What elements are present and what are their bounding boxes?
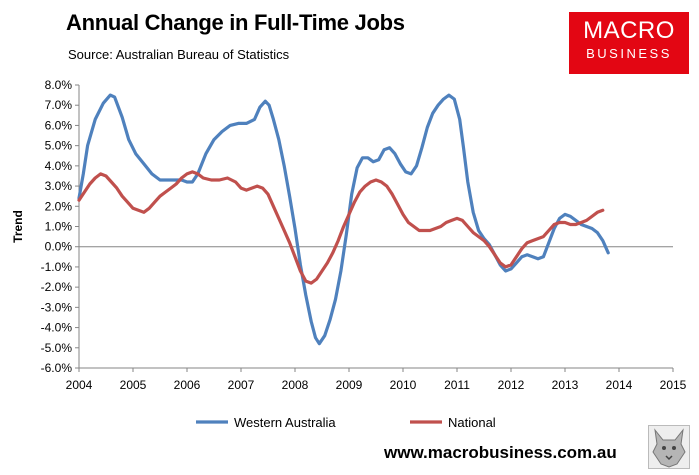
y-tick-label: 6.0% xyxy=(45,118,73,132)
wolf-icon xyxy=(648,425,690,469)
axes: 8.0% 7.0% 6.0% 5.0% 4.0% 3.0% 2.0% 1.0% 0.0% -1.0… xyxy=(11,78,687,392)
x-tick-label: 2015 xyxy=(660,378,687,392)
y-tick-label: -6.0% xyxy=(41,361,73,375)
y-tick-label: 8.0% xyxy=(45,78,73,92)
y-tick-label: 3.0% xyxy=(45,179,73,193)
x-tick-label: 2014 xyxy=(606,378,633,392)
y-tick-label: 4.0% xyxy=(45,159,73,173)
x-tick-label: 2006 xyxy=(174,378,201,392)
y-axis-title: Trend xyxy=(11,210,25,243)
y-tick-label: 2.0% xyxy=(45,199,73,213)
series-line-national xyxy=(77,170,605,285)
legend-label: Western Australia xyxy=(234,415,336,430)
logo-line1: MACRO xyxy=(583,17,675,44)
macrobusiness-logo: MACRO BUSINESS xyxy=(569,12,689,74)
y-tick-label: -5.0% xyxy=(41,341,73,355)
x-tick-label: 2010 xyxy=(390,378,417,392)
y-tick-label: -2.0% xyxy=(41,280,73,294)
x-tick-label: 2008 xyxy=(282,378,309,392)
y-tick-label: 1.0% xyxy=(45,220,73,234)
x-tick-label: 2005 xyxy=(120,378,147,392)
series-lines xyxy=(77,93,610,346)
x-tick-label: 2007 xyxy=(228,378,255,392)
y-tick-label: -4.0% xyxy=(41,321,73,335)
legend: Western Australia National xyxy=(196,415,496,430)
y-tick-label: -1.0% xyxy=(41,260,73,274)
series-line-western-australia xyxy=(77,93,610,346)
x-tick-label: 2013 xyxy=(552,378,579,392)
chart-title: Annual Change in Full-Time Jobs xyxy=(66,10,405,35)
chart-source: Source: Australian Bureau of Statistics xyxy=(68,47,290,62)
x-tick-label: 2012 xyxy=(498,378,525,392)
logo-line2: BUSINESS xyxy=(586,46,672,61)
x-tick-label: 2009 xyxy=(336,378,363,392)
y-tick-label: 7.0% xyxy=(45,98,73,112)
y-tick-label: 5.0% xyxy=(45,139,73,153)
legend-label: National xyxy=(448,415,496,430)
website-url: www.macrobusiness.com.au xyxy=(384,443,617,462)
y-tick-label: -3.0% xyxy=(41,300,73,314)
x-tick-label: 2011 xyxy=(444,378,470,392)
wolf-icon-graphic xyxy=(652,428,686,468)
y-tick-label: 0.0% xyxy=(45,240,73,254)
x-tick-label: 2004 xyxy=(66,378,93,392)
